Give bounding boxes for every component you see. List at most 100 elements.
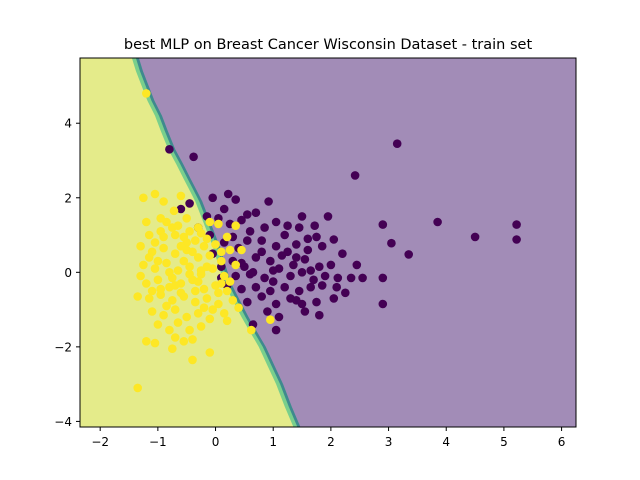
data-point xyxy=(404,250,414,259)
data-point xyxy=(251,282,261,292)
data-point xyxy=(237,215,246,225)
data-point xyxy=(153,275,163,285)
series-yellow-class xyxy=(133,89,275,393)
chart-title: best MLP on Breast Cancer Wisconsin Data… xyxy=(124,37,533,53)
data-point xyxy=(222,286,232,296)
data-point xyxy=(306,282,316,292)
data-point xyxy=(283,221,292,230)
data-point xyxy=(219,309,229,318)
data-point xyxy=(243,297,252,307)
data-point xyxy=(341,288,350,298)
data-point xyxy=(153,320,163,329)
data-point xyxy=(512,220,521,229)
data-point xyxy=(303,234,313,244)
data-point xyxy=(234,303,243,313)
data-point xyxy=(237,284,246,294)
data-point xyxy=(208,305,217,314)
data-point xyxy=(266,315,275,325)
data-point xyxy=(185,262,194,272)
data-point xyxy=(223,189,233,199)
data-point xyxy=(378,273,388,283)
x-axis: −2 −1 0 1 2 3 4 5 6 xyxy=(91,427,565,449)
data-point xyxy=(219,204,229,214)
data-point xyxy=(329,235,339,244)
y-tick-label: 4 xyxy=(64,117,72,131)
data-point xyxy=(247,325,256,335)
data-point xyxy=(303,245,313,255)
data-point xyxy=(162,217,171,227)
data-point xyxy=(251,253,261,262)
data-point xyxy=(263,307,272,316)
data-point xyxy=(193,309,203,318)
data-point xyxy=(142,337,151,346)
data-point xyxy=(173,266,183,275)
data-point xyxy=(512,235,521,244)
data-point xyxy=(185,227,194,236)
data-point xyxy=(199,284,209,294)
data-point xyxy=(179,256,189,266)
plot-area xyxy=(80,58,576,427)
data-point xyxy=(222,316,232,326)
data-point xyxy=(257,236,267,245)
data-point xyxy=(142,279,151,288)
data-point xyxy=(300,307,310,316)
data-point xyxy=(144,230,154,240)
data-point xyxy=(300,254,310,264)
data-point xyxy=(189,152,198,162)
data-point xyxy=(133,383,142,393)
data-point xyxy=(168,344,177,354)
data-point xyxy=(185,199,194,208)
data-point xyxy=(332,282,342,292)
data-point xyxy=(338,249,347,258)
data-point xyxy=(196,322,206,331)
data-point xyxy=(185,269,194,279)
data-point xyxy=(323,212,333,221)
data-point xyxy=(294,286,304,296)
data-point xyxy=(170,230,180,240)
y-tick-label: 2 xyxy=(64,191,72,205)
data-point xyxy=(153,256,163,266)
data-point xyxy=(170,249,180,258)
data-point xyxy=(211,240,220,249)
data-point xyxy=(205,348,215,357)
data-point xyxy=(142,217,151,227)
data-point xyxy=(245,227,255,236)
data-point xyxy=(217,279,226,288)
data-point xyxy=(173,221,183,230)
data-point xyxy=(268,277,278,286)
data-point xyxy=(208,193,217,203)
data-point xyxy=(170,333,180,342)
x-tick-label: 2 xyxy=(327,435,335,449)
data-point xyxy=(317,241,327,251)
data-point xyxy=(185,325,194,335)
data-point xyxy=(392,139,402,148)
data-point xyxy=(193,253,203,262)
data-point xyxy=(199,303,209,313)
data-point xyxy=(292,240,301,249)
data-point xyxy=(257,247,267,257)
data-point xyxy=(231,221,240,230)
data-point xyxy=(297,212,307,221)
data-point xyxy=(150,264,160,273)
data-point xyxy=(179,337,189,346)
data-point xyxy=(231,195,240,204)
series-purple-class xyxy=(165,139,521,335)
data-point xyxy=(150,238,160,247)
data-point xyxy=(176,241,186,251)
data-point xyxy=(147,286,157,296)
data-point xyxy=(248,268,258,277)
data-point xyxy=(346,273,356,283)
data-point xyxy=(159,232,168,242)
data-point xyxy=(297,268,307,277)
data-point xyxy=(251,208,261,217)
data-point xyxy=(168,296,177,305)
data-point xyxy=(188,335,197,344)
data-point xyxy=(173,318,183,327)
data-point xyxy=(266,286,275,296)
data-point xyxy=(159,310,168,320)
data-point xyxy=(387,238,396,248)
data-point xyxy=(214,299,223,309)
data-point xyxy=(162,301,171,311)
data-point xyxy=(271,299,281,309)
data-point xyxy=(225,277,235,286)
